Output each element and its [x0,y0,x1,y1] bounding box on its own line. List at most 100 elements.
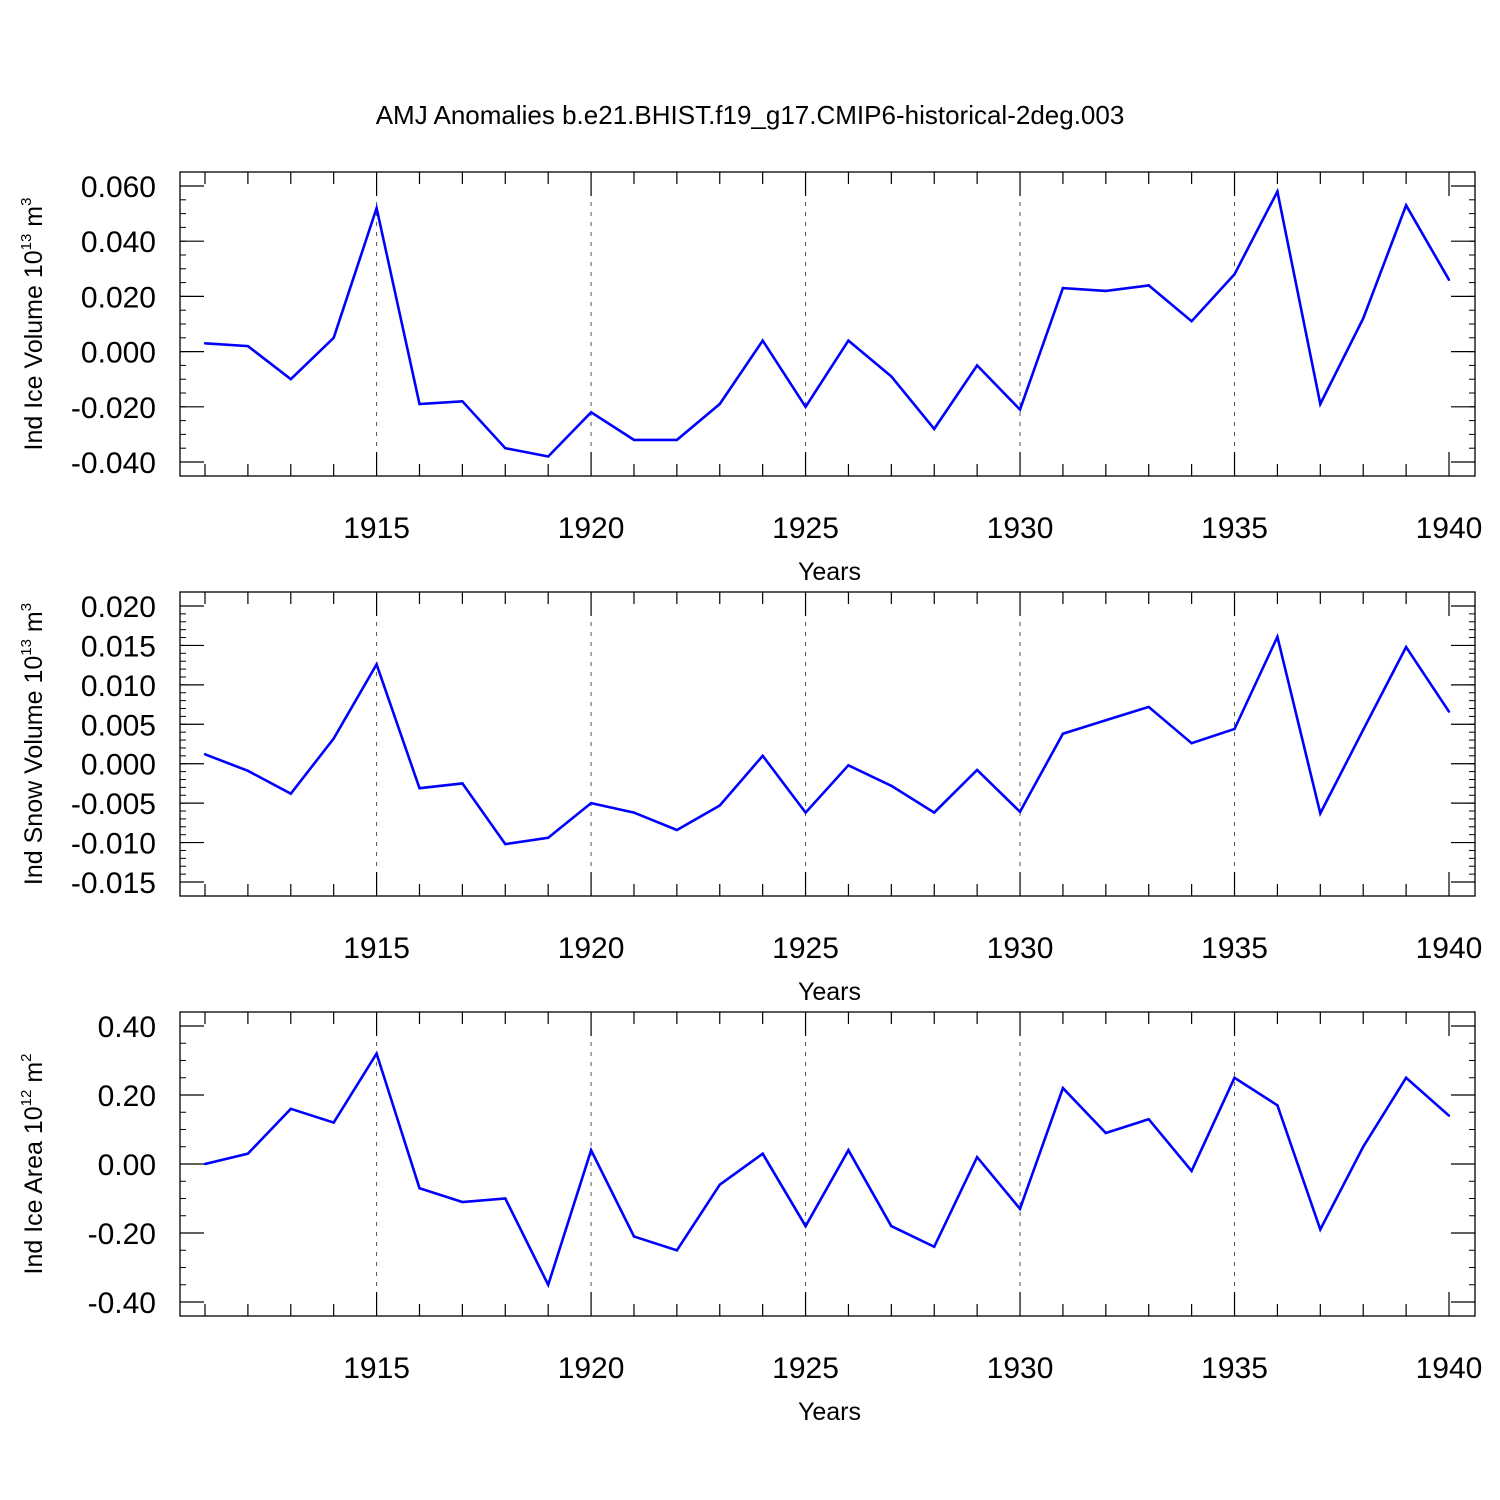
y-tick-label: 0.060 [81,171,156,204]
data-point [1362,728,1365,732]
data-point [1276,635,1279,638]
data-point [675,438,679,442]
y-tick-label: -0.005 [71,788,156,821]
data-point [375,663,378,666]
x-tick-label: 1940 [1416,512,1483,545]
y-tick-label: -0.40 [88,1287,156,1320]
y-axis-label-text: m [20,1062,48,1090]
data-point [675,1249,679,1252]
x-tick-label: 1920 [558,932,625,965]
y-tick-label: 0.40 [98,1011,156,1044]
y-axis-label-exponent: 3 [18,603,35,611]
y-axis-label-exponent: 12 [18,1090,35,1107]
data-point [1404,204,1408,207]
y-tick-label: 0.000 [81,749,156,782]
data-point [1447,710,1451,713]
y-axis-label: Ind Snow Volume 1013 m3 [18,603,48,885]
y-axis-label: Ind Ice Volume 1013 m3 [18,198,48,451]
y-axis-label-text: m [20,611,48,639]
data-point [332,1121,335,1124]
x-tick-label: 1915 [343,1352,410,1385]
data-point [1147,284,1150,287]
y-tick-label: 0.20 [98,1080,156,1113]
x-tick-label: 1935 [1201,512,1268,545]
x-tick-label: 1935 [1201,932,1268,965]
data-point [418,1186,421,1190]
data-point [418,402,421,406]
data-point [975,768,979,772]
y-tick-label: -0.020 [71,392,156,425]
data-point [418,786,421,790]
data-point [203,342,207,345]
data-point [1404,1076,1408,1079]
y-tick-label: -0.040 [71,447,156,480]
data-point [1362,317,1365,320]
y-tick-label: -0.010 [71,828,156,861]
y-tick-label: 0.020 [81,591,156,624]
y-tick-label: -0.015 [71,867,156,900]
x-tick-label: 1940 [1416,1352,1483,1385]
data-point [546,1283,550,1286]
x-tick-label: 1930 [987,932,1054,965]
data-point [504,1197,507,1200]
data-point [375,206,378,210]
x-axis-label: Years [798,558,861,586]
data-point [1276,1104,1279,1107]
x-tick-label: 1940 [1416,932,1483,965]
data-point [718,402,721,406]
data-point [890,375,893,378]
x-tick-label: 1920 [558,512,625,545]
data-point [1362,1145,1365,1148]
chart-panel-1: -0.040 -0.020 0.000 0.020 0.040 0.060 1915 1920… [18,171,1482,586]
figure-title: AMJ Anomalies b.e21.BHIST.f19_g17.CMIP6-… [376,100,1125,130]
data-point [632,1235,636,1238]
y-tick-label: 0.00 [98,1149,156,1182]
data-point [975,364,979,367]
data-point [589,411,593,414]
data-point [847,1149,850,1152]
data-point [804,405,807,408]
data-point [933,427,936,431]
data-point [1447,278,1451,282]
series-line [204,187,1451,458]
chart-panel-2: -0.015 -0.010 -0.005 0.000 0.005 0.010 0.015 0.… [18,591,1482,1006]
data-point [632,811,636,814]
data-point [246,769,250,773]
y-tick-label: 0.020 [81,281,156,314]
data-point [1447,1114,1451,1117]
data-point [804,811,807,814]
data-point [718,1183,721,1186]
data-point [1104,1131,1108,1135]
data-point [461,1200,464,1204]
data-point [461,400,464,403]
series-line [204,1050,1450,1289]
data-point [246,344,250,348]
data-point [375,1052,378,1055]
plot-frame [179,591,1476,897]
data-point [804,1224,807,1228]
y-axis-label-exponent: 3 [18,198,35,206]
data-point [847,764,850,767]
data-point [504,842,507,846]
data-point [1233,1076,1236,1079]
data-point [589,801,593,805]
data-point [289,1107,292,1111]
data-point [289,378,292,381]
data-point [203,753,207,756]
data-point [289,792,292,795]
y-axis-label-text: m [20,206,48,234]
data-point [847,339,850,342]
x-tick-label: 1935 [1201,1352,1268,1385]
data-point [632,438,636,442]
data-point [1319,1228,1322,1231]
data-point [1276,190,1279,193]
data-point [203,1162,207,1166]
data-point [1319,812,1322,815]
y-axis-label-text: Ind Ice Volume 10 [20,250,48,450]
data-point [1104,289,1108,293]
data-point [1018,408,1022,411]
data-point [933,811,936,814]
data-point [461,782,464,785]
data-point [589,1149,593,1152]
